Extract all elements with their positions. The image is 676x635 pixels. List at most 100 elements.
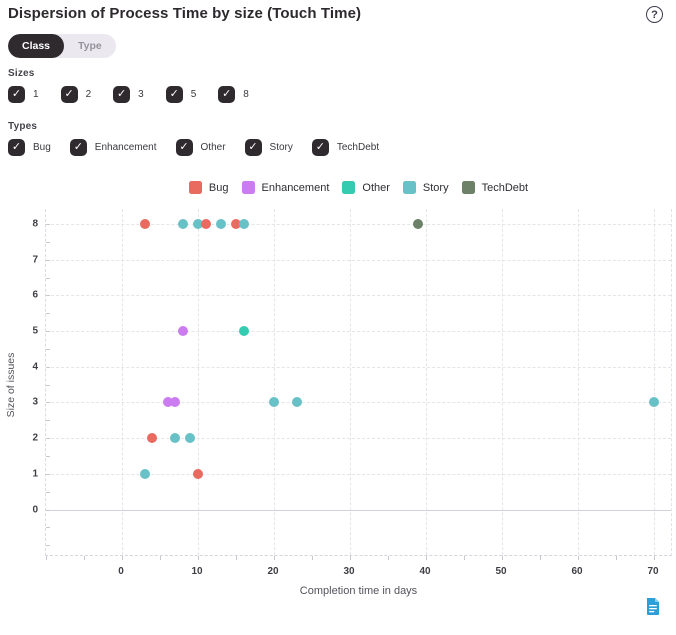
data-point-bug[interactable] <box>193 468 203 479</box>
checkbox-enhancement[interactable]: ✓ Enhancement <box>69 139 157 156</box>
data-point-story[interactable] <box>193 218 203 229</box>
toggle-option-class[interactable]: Class <box>8 34 65 58</box>
legend-item-enhancement: Enhancement <box>241 181 330 194</box>
checkbox-label: 1 <box>33 89 39 100</box>
y-tick-label: 7 <box>32 254 38 266</box>
legend-item-story: Story <box>402 181 449 194</box>
checkmark-icon: ✓ <box>175 139 193 156</box>
class-type-toggle: Class Type <box>8 34 116 58</box>
x-minor-tick <box>654 556 655 560</box>
checkbox-label: 5 <box>190 89 197 100</box>
y-minor-tick <box>46 241 50 243</box>
types-checkbox-row: ✓ Bug ✓ Enhancement ✓ Other ✓ Story ✓ TechDebt <box>8 139 379 156</box>
y-gridline <box>46 366 671 368</box>
data-point-story[interactable] <box>185 433 196 444</box>
data-point-bug[interactable] <box>200 218 211 229</box>
checkbox-label: Story <box>269 142 293 153</box>
toggle-option-type[interactable]: Type <box>64 34 116 58</box>
data-point-story[interactable] <box>238 218 249 229</box>
x-gridline <box>350 209 351 555</box>
x-minor-tick <box>464 556 465 560</box>
data-point-story[interactable] <box>215 218 226 229</box>
document-icon[interactable] <box>646 598 660 620</box>
y-tick-label: 8 <box>32 218 38 230</box>
y-gridline <box>46 509 671 511</box>
data-point-story[interactable] <box>649 397 659 408</box>
x-minor-tick <box>84 556 85 560</box>
checkmark-icon: ✓ <box>69 139 87 156</box>
x-gridline <box>274 209 275 555</box>
checkbox-label: 2 <box>85 89 92 100</box>
y-gridline <box>46 402 671 404</box>
y-minor-tick <box>46 259 50 261</box>
checkbox-bug[interactable]: ✓ Bug <box>8 139 51 156</box>
checkbox-1[interactable]: ✓ 1 <box>8 86 39 103</box>
legend-swatch-icon <box>461 181 475 194</box>
legend-item-techdebt: TechDebt <box>461 181 529 194</box>
data-point-bug[interactable] <box>139 218 150 229</box>
x-minor-tick <box>122 556 123 560</box>
data-point-enhancement[interactable] <box>177 326 188 337</box>
checkmark-icon: ✓ <box>8 86 25 103</box>
data-point-enhancement[interactable] <box>170 397 181 408</box>
x-gridline <box>578 209 579 555</box>
checkbox-label: 3 <box>138 89 144 100</box>
checkbox-other[interactable]: ✓ Other <box>175 139 226 156</box>
checkbox-5[interactable]: ✓ 5 <box>165 86 197 103</box>
legend-item-other: Other <box>342 181 390 194</box>
data-point-story[interactable] <box>139 468 150 479</box>
data-point-other[interactable] <box>238 326 249 337</box>
legend-label: Enhancement <box>261 181 330 194</box>
y-gridline <box>46 331 671 333</box>
y-minor-tick <box>46 223 50 225</box>
x-tick-label: 70 <box>647 566 659 577</box>
help-icon[interactable]: ? <box>646 6 663 23</box>
checkmark-icon: ✓ <box>60 86 78 103</box>
checkbox-label: 8 <box>243 89 249 100</box>
checkbox-techdebt[interactable]: ✓ TechDebt <box>311 139 379 156</box>
checkbox-story[interactable]: ✓ Story <box>244 139 293 156</box>
x-minor-tick <box>46 556 47 560</box>
x-gridline <box>502 209 503 555</box>
data-point-story[interactable] <box>291 397 302 408</box>
checkmark-icon: ✓ <box>311 139 329 156</box>
y-minor-tick <box>46 277 50 279</box>
checkbox-8[interactable]: ✓ 8 <box>218 86 249 103</box>
data-point-story[interactable] <box>269 397 279 408</box>
data-point-story[interactable] <box>170 433 181 444</box>
legend-item-bug: Bug <box>188 181 229 194</box>
x-minor-tick <box>198 556 199 560</box>
checkmark-icon: ✓ <box>8 139 25 156</box>
y-minor-tick <box>46 402 50 404</box>
checkbox-2[interactable]: ✓ 2 <box>60 86 92 103</box>
y-tick-label: 6 <box>32 289 38 301</box>
checkmark-icon: ✓ <box>244 139 262 156</box>
data-point-techdebt[interactable] <box>413 218 424 229</box>
y-tick-label: 5 <box>32 325 38 337</box>
plot-area <box>45 209 672 560</box>
legend-label: TechDebt <box>481 181 529 194</box>
checkbox-label: Other <box>200 142 226 153</box>
x-minor-tick <box>160 556 161 560</box>
data-point-bug[interactable] <box>147 433 158 444</box>
x-minor-tick <box>616 556 617 560</box>
y-minor-tick <box>46 348 50 350</box>
checkmark-icon: ✓ <box>218 86 236 103</box>
data-point-enhancement[interactable] <box>162 397 173 408</box>
x-tick-label: 60 <box>571 566 583 577</box>
data-point-story[interactable] <box>177 218 188 229</box>
x-minor-tick <box>236 556 237 560</box>
x-minor-tick <box>578 556 579 560</box>
data-point-bug[interactable] <box>231 218 241 229</box>
y-minor-tick <box>46 456 50 458</box>
chart-legend: Bug Enhancement Other Story TechDebt <box>45 181 672 194</box>
y-minor-tick <box>46 527 50 529</box>
y-minor-tick <box>46 473 50 475</box>
x-tick-label: 10 <box>191 566 203 577</box>
checkbox-3[interactable]: ✓ 3 <box>113 86 144 103</box>
x-gridline <box>198 209 199 555</box>
y-minor-tick <box>46 366 50 368</box>
y-minor-tick <box>46 420 50 422</box>
y-minor-tick <box>46 295 50 297</box>
